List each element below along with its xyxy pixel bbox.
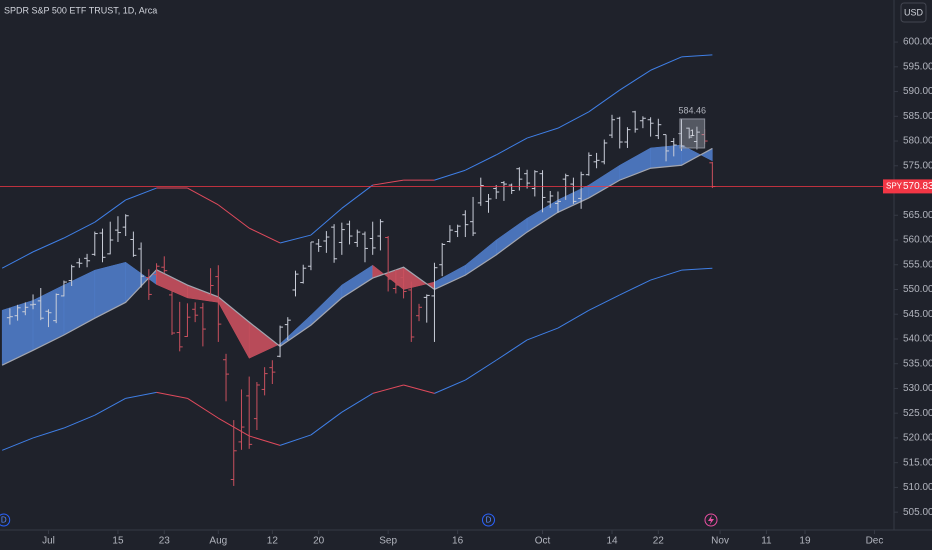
band-line: [279, 434, 312, 446]
ribbon-slow-line: [1, 147, 713, 366]
event-label: D: [486, 516, 492, 525]
band-line: [403, 384, 435, 394]
band-line: [279, 234, 312, 244]
band-line: [681, 54, 713, 58]
chart-title: SPDR S&P 500 ETF TRUST, 1D, Arca: [4, 5, 157, 15]
y-tick-label: 520.00: [903, 433, 932, 444]
band-line: [125, 391, 157, 399]
band-line: [156, 391, 188, 399]
band-line: [249, 435, 281, 446]
band-line: [650, 269, 682, 281]
currency-button[interactable]: [900, 2, 927, 23]
band-line: [94, 199, 126, 223]
band-line: [218, 204, 250, 229]
band-line: [32, 237, 65, 253]
last-price-label: 570.83: [903, 181, 932, 192]
band-line: [341, 392, 373, 413]
y-tick-label: 515.00: [903, 457, 932, 468]
last-price-symbol: SPY: [886, 182, 903, 191]
band-line: [495, 339, 528, 361]
band-line: [526, 327, 559, 341]
x-tick-label: Aug: [209, 536, 227, 547]
band-line: [341, 184, 374, 209]
x-tick-label: 22: [653, 536, 665, 547]
band-line: [434, 169, 466, 181]
y-tick-label: 575.00: [903, 160, 932, 171]
band-line: [310, 411, 343, 436]
band-line: [465, 359, 497, 381]
y-tick-label: 590.00: [903, 86, 932, 97]
band-line: [1, 437, 34, 451]
band-line: [63, 221, 96, 239]
y-tick-label: 600.00: [903, 37, 932, 48]
band-line: [619, 69, 651, 91]
event-marker: [481, 513, 495, 527]
band-line: [465, 154, 497, 171]
last-price-tag: [883, 179, 932, 194]
y-tick-label: 535.00: [903, 358, 932, 369]
event-marker: [0, 513, 11, 527]
x-tick-label: 15: [112, 536, 124, 547]
band-line: [681, 267, 713, 271]
band-line: [526, 127, 559, 139]
x-tick-label: Oct: [535, 536, 551, 547]
x-tick-label: 23: [159, 536, 171, 547]
event-label: D: [1, 516, 7, 525]
x-tick-label: Dec: [866, 536, 884, 547]
x-tick-label: Sep: [379, 536, 397, 547]
band-line: [650, 56, 682, 71]
y-tick-label: 585.00: [903, 111, 932, 122]
band-line: [495, 137, 528, 156]
band-line: [1, 251, 34, 269]
band-line: [372, 384, 404, 394]
band-line: [557, 309, 590, 329]
band-line: [434, 379, 466, 394]
band-line: [32, 427, 65, 439]
y-tick-label: 555.00: [903, 259, 932, 270]
band-line: [187, 397, 219, 419]
x-tick-label: Nov: [711, 536, 729, 547]
band-line: [248, 227, 281, 244]
currency-label[interactable]: USD: [904, 7, 924, 17]
y-tick-label: 510.00: [903, 482, 932, 493]
y-tick-label: 550.00: [903, 284, 932, 295]
band-line: [187, 187, 219, 206]
x-tick-label: 20: [313, 536, 325, 547]
y-tick-label: 530.00: [903, 383, 932, 394]
x-tick-label: Jul: [42, 536, 55, 547]
band-line: [63, 414, 95, 429]
band-line: [372, 179, 404, 186]
band-line: [310, 207, 343, 236]
band-line: [588, 294, 620, 311]
band-line: [588, 89, 621, 113]
band-line: [94, 397, 126, 416]
y-tick-label: 560.00: [903, 235, 932, 246]
y-tick-label: 565.00: [903, 210, 932, 221]
band-line: [557, 111, 590, 129]
annotation-text: 1: [690, 128, 695, 138]
x-tick-label: 12: [267, 536, 279, 547]
x-tick-label: 11: [761, 536, 772, 547]
annotation-label: 584.46: [679, 105, 707, 115]
band-line: [619, 279, 651, 296]
annotation-box: [679, 118, 706, 149]
event-lightning: [708, 515, 714, 525]
y-tick-label: 525.00: [903, 408, 932, 419]
x-tick-label: 16: [452, 536, 464, 547]
y-tick-label: 580.00: [903, 136, 932, 147]
y-tick-label: 505.00: [903, 507, 932, 518]
x-tick-label: 14: [606, 536, 618, 547]
y-tick-label: 595.00: [903, 61, 932, 72]
x-tick-label: 19: [799, 536, 811, 547]
y-tick-label: 545.00: [903, 309, 932, 320]
y-tick-label: 540.00: [903, 334, 932, 345]
band-line: [125, 187, 157, 201]
